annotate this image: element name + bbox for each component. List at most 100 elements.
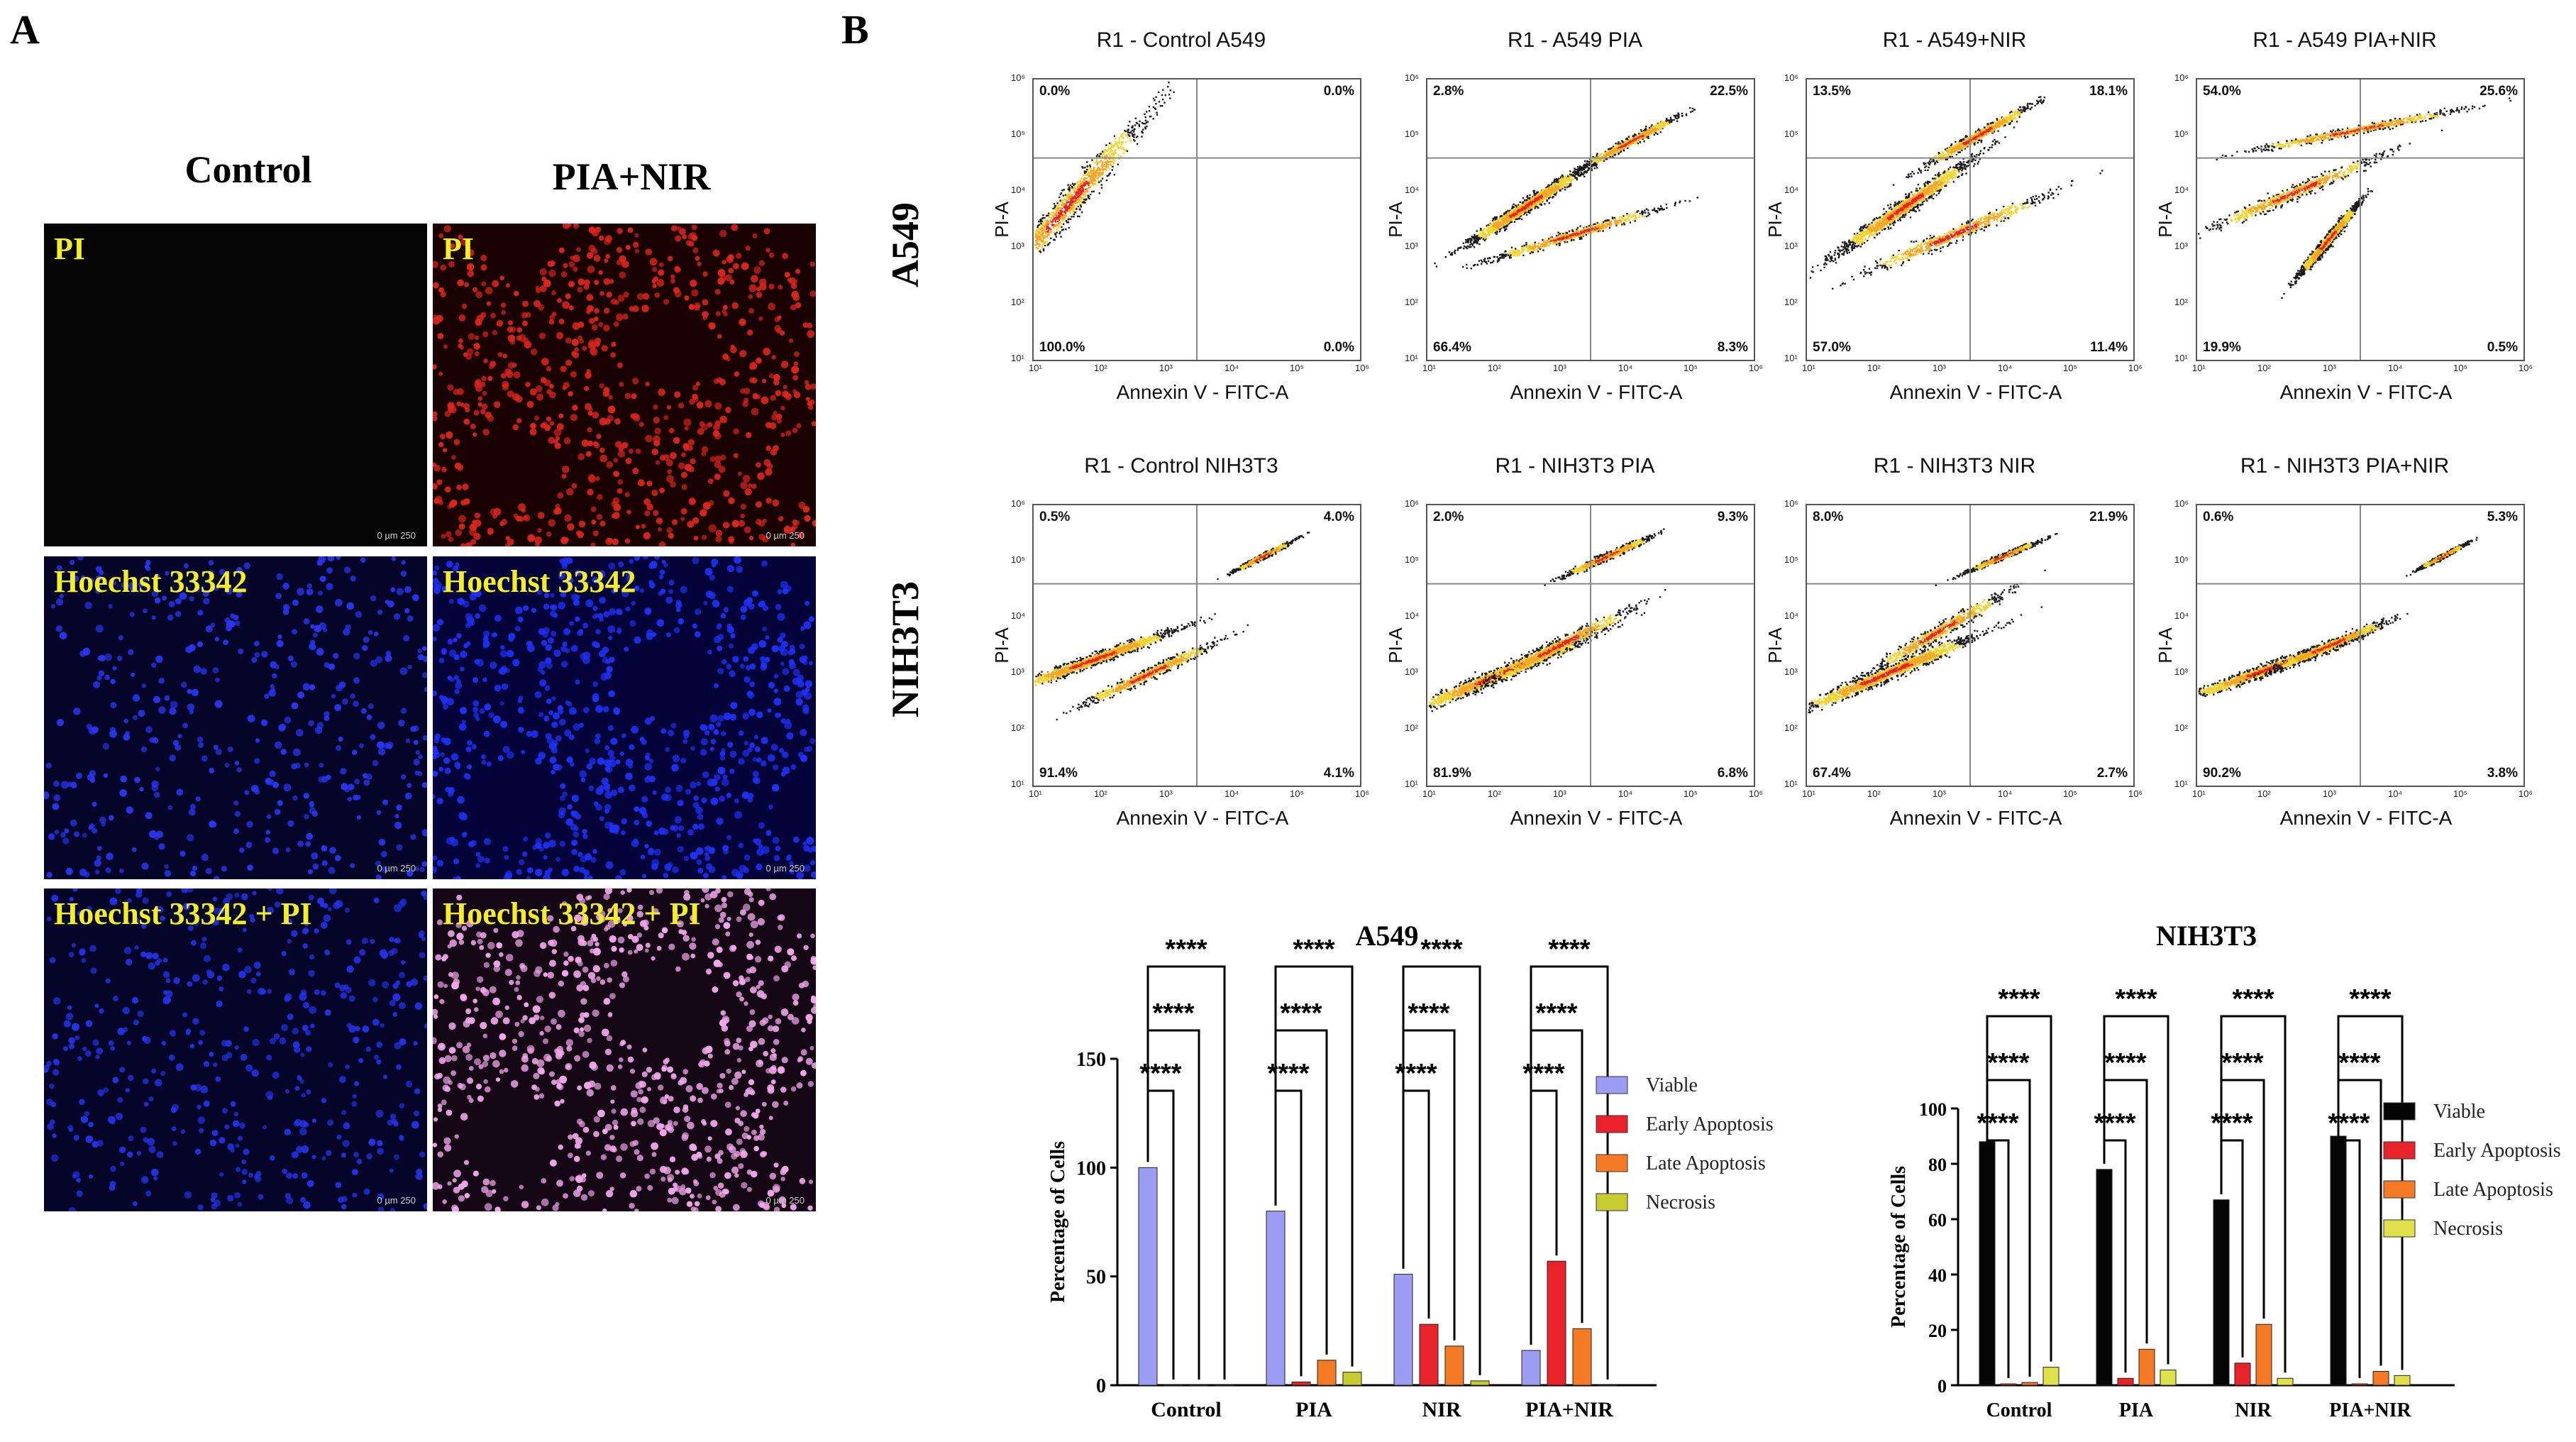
y-tick-label: 150 xyxy=(1076,1049,1106,1071)
microscopy-image-pia-nir-2: Hoechst 33342 0 µm 250 xyxy=(433,556,816,879)
x-tick-label: 10² xyxy=(1867,363,1881,373)
quadrant-lr-percent: 3.8% xyxy=(2487,766,2518,781)
microscopy-image-pia-nir-3: Hoechst 33342 + PI 0 µm 250 xyxy=(433,888,816,1211)
y-tick-label: 10² xyxy=(2174,297,2188,307)
y-axis-label: Percentage of Cells xyxy=(1047,1141,1069,1303)
scale-bar: 0 µm 250 xyxy=(766,1195,805,1206)
significance-stars: **** xyxy=(1998,984,2040,1014)
x-tick-label: 10⁶ xyxy=(2128,363,2143,373)
quadrant-ul-percent: 2.0% xyxy=(1433,510,1464,525)
quadrant-ll-percent: 19.9% xyxy=(2203,340,2241,356)
x-tick-label: PIA+NIR xyxy=(1525,1398,1613,1421)
bar-late-apoptosis-pia-nir xyxy=(2372,1371,2389,1386)
significance-stars: **** xyxy=(1408,998,1449,1028)
bar-chart-a549: A549 0 50 100 150 Percentage of Cells Control *… xyxy=(1047,920,1774,1421)
y-tick-label: 100 xyxy=(1076,1157,1106,1179)
quadrant-ll-percent: 66.4% xyxy=(1433,340,1471,356)
x-tick-label: NIR xyxy=(1422,1398,1461,1421)
y-axis-label: PI-A xyxy=(991,627,1013,664)
x-axis-label: Annexin V - FITC-A xyxy=(1763,381,2146,404)
bar-necrosis-nir xyxy=(2277,1377,2294,1386)
scale-bar: 0 µm 250 xyxy=(377,530,416,541)
x-tick-label: 10⁴ xyxy=(1225,363,1239,373)
x-tick-label: 10⁴ xyxy=(1618,788,1632,799)
dot-plot-area: 0.6% 5.3% 90.2% 3.8% xyxy=(2196,504,2525,787)
y-tick-label: 10⁴ xyxy=(1011,185,1025,195)
legend-swatch xyxy=(1596,1115,1628,1133)
bar-necrosis-control xyxy=(1215,1385,1234,1386)
x-tick-label: 10⁵ xyxy=(1684,363,1698,373)
microscopy-image-pia-nir-1: PI 0 µm 250 xyxy=(433,224,816,546)
x-tick-label: 10⁴ xyxy=(1998,363,2012,373)
x-tick-label: 10¹ xyxy=(1422,788,1436,799)
quadrant-ur-percent: 5.3% xyxy=(2487,510,2518,525)
x-tick-label: PIA+NIR xyxy=(2329,1399,2411,1421)
x-tick-label: 10¹ xyxy=(1029,363,1042,373)
cell-nuclei-overlay xyxy=(44,556,427,879)
y-tick-label: 10³ xyxy=(2174,241,2188,251)
y-tick-label: 10⁴ xyxy=(1784,610,1798,621)
x-tick-label: PIA xyxy=(2119,1399,2154,1421)
x-tick-label: PIA xyxy=(1295,1398,1332,1421)
x-tick-label: 10⁴ xyxy=(1618,363,1632,373)
quadrant-ur-percent: 22.5% xyxy=(1710,84,1748,99)
x-tick-label: 10⁵ xyxy=(2063,788,2077,799)
y-tick-label: 10⁶ xyxy=(1011,498,1025,509)
y-tick-label: 10² xyxy=(1784,297,1798,307)
x-tick-label: 10¹ xyxy=(1802,363,1815,373)
quadrant-lr-percent: 0.0% xyxy=(1324,340,1354,356)
legend-swatch xyxy=(2383,1219,2416,1238)
significance-stars: **** xyxy=(2115,984,2157,1014)
flow-plot-8: R1 - NIH3T3 PIA+NIR 0.6% 5.3% 90.2% 3.8% 10¹ 1… xyxy=(2153,454,2536,841)
y-tick-label: 10⁴ xyxy=(1405,610,1419,621)
quadrant-ul-percent: 0.0% xyxy=(1039,84,1070,99)
row-label-nih3t3: NIH3T3 xyxy=(883,578,933,720)
y-tick-label: 10⁵ xyxy=(1011,128,1025,139)
y-tick-label: 10⁶ xyxy=(1405,498,1419,509)
y-axis-label: PI-A xyxy=(1764,627,1786,664)
dot-plot-area: 8.0% 21.9% 67.4% 2.7% xyxy=(1806,504,2135,787)
significance-stars: **** xyxy=(2338,1048,2380,1078)
x-tick-label: 10² xyxy=(2257,363,2271,373)
bar-necrosis-control xyxy=(2042,1367,2060,1386)
legend-label: Early Apoptosis xyxy=(1646,1113,1774,1135)
significance-stars: **** xyxy=(1987,1048,2029,1078)
quadrant-ul-percent: 8.0% xyxy=(1813,510,1843,525)
bar-necrosis-pia-nir xyxy=(2394,1375,2411,1386)
dot-plot-area: 54.0% 25.6% 19.9% 0.5% xyxy=(2196,78,2525,361)
y-tick-label: 50 xyxy=(1086,1267,1106,1289)
cell-nuclei-overlay xyxy=(44,224,427,546)
y-tick-label: 40 xyxy=(1928,1265,1947,1286)
y-tick-label: 60 xyxy=(1928,1210,1947,1231)
bar-viable-control xyxy=(1979,1141,1996,1386)
cell-nuclei-overlay xyxy=(433,224,816,546)
y-tick-label: 80 xyxy=(1928,1155,1947,1175)
significance-stars: **** xyxy=(2211,1108,2252,1138)
bar-early-apoptosis-pia-nir xyxy=(2351,1383,2368,1386)
flow-plot-title: R1 - Control A549 xyxy=(990,28,1373,53)
legend-swatch xyxy=(1596,1193,1628,1211)
microscopy-image-control-3: Hoechst 33342 + PI 0 µm 250 xyxy=(44,888,427,1211)
dot-plot-events xyxy=(2197,79,2524,360)
panel-a-letter: A xyxy=(10,6,40,53)
cell-nuclei-overlay xyxy=(44,888,427,1211)
x-axis-label: Annexin V - FITC-A xyxy=(2153,807,2536,830)
x-tick-label: 10⁶ xyxy=(2519,363,2533,373)
significance-stars: **** xyxy=(1548,935,1590,964)
x-tick-label: 10³ xyxy=(1933,363,1946,373)
stain-label: PI xyxy=(54,231,85,267)
column-head-pia-nir: PIA+NIR xyxy=(433,155,830,199)
significance-stars: **** xyxy=(1280,998,1322,1028)
x-tick-label: 10⁶ xyxy=(2519,788,2533,799)
x-tick-label: 10² xyxy=(2257,788,2271,799)
y-tick-label: 10¹ xyxy=(1011,778,1024,789)
legend-label: Viable xyxy=(2433,1101,2485,1123)
y-tick-label: 10¹ xyxy=(1405,353,1418,363)
y-tick-label: 10⁵ xyxy=(1405,128,1419,139)
y-tick-label: 10³ xyxy=(2174,666,2188,677)
x-axis-label: Annexin V - FITC-A xyxy=(1383,807,1767,830)
legend-label: Viable xyxy=(1646,1074,1698,1096)
y-tick-label: 10² xyxy=(1011,297,1024,307)
flow-plot-1: R1 - Control A549 0.0% 0.0% 100.0% 0.0% 10¹ 10… xyxy=(990,28,1373,415)
bar-early-apoptosis-control xyxy=(2000,1383,2017,1386)
